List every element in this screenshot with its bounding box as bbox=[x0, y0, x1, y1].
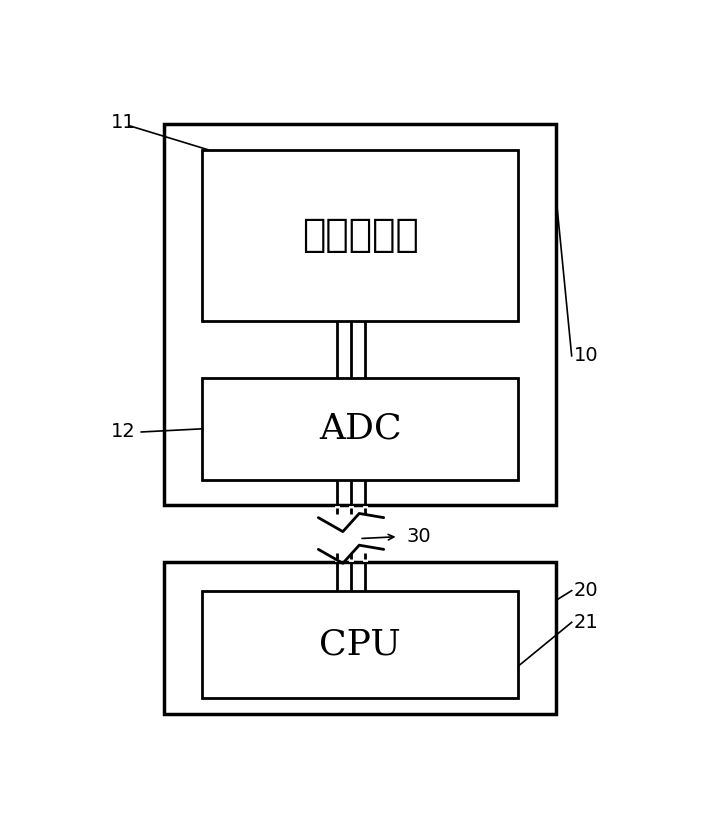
Text: ADC: ADC bbox=[319, 412, 401, 446]
Bar bbox=[165, 124, 557, 505]
Text: 20: 20 bbox=[574, 581, 598, 600]
Bar bbox=[165, 562, 557, 714]
Text: 21: 21 bbox=[574, 613, 599, 632]
Text: 10: 10 bbox=[574, 346, 598, 365]
Text: CPU: CPU bbox=[319, 628, 401, 662]
Text: 11: 11 bbox=[111, 113, 136, 132]
Text: 12: 12 bbox=[111, 423, 136, 442]
Bar bbox=[202, 378, 518, 480]
Text: 温度传感器: 温度传感器 bbox=[302, 216, 419, 255]
Text: 30: 30 bbox=[406, 527, 431, 546]
Bar bbox=[202, 591, 518, 699]
Bar bbox=[202, 150, 518, 321]
